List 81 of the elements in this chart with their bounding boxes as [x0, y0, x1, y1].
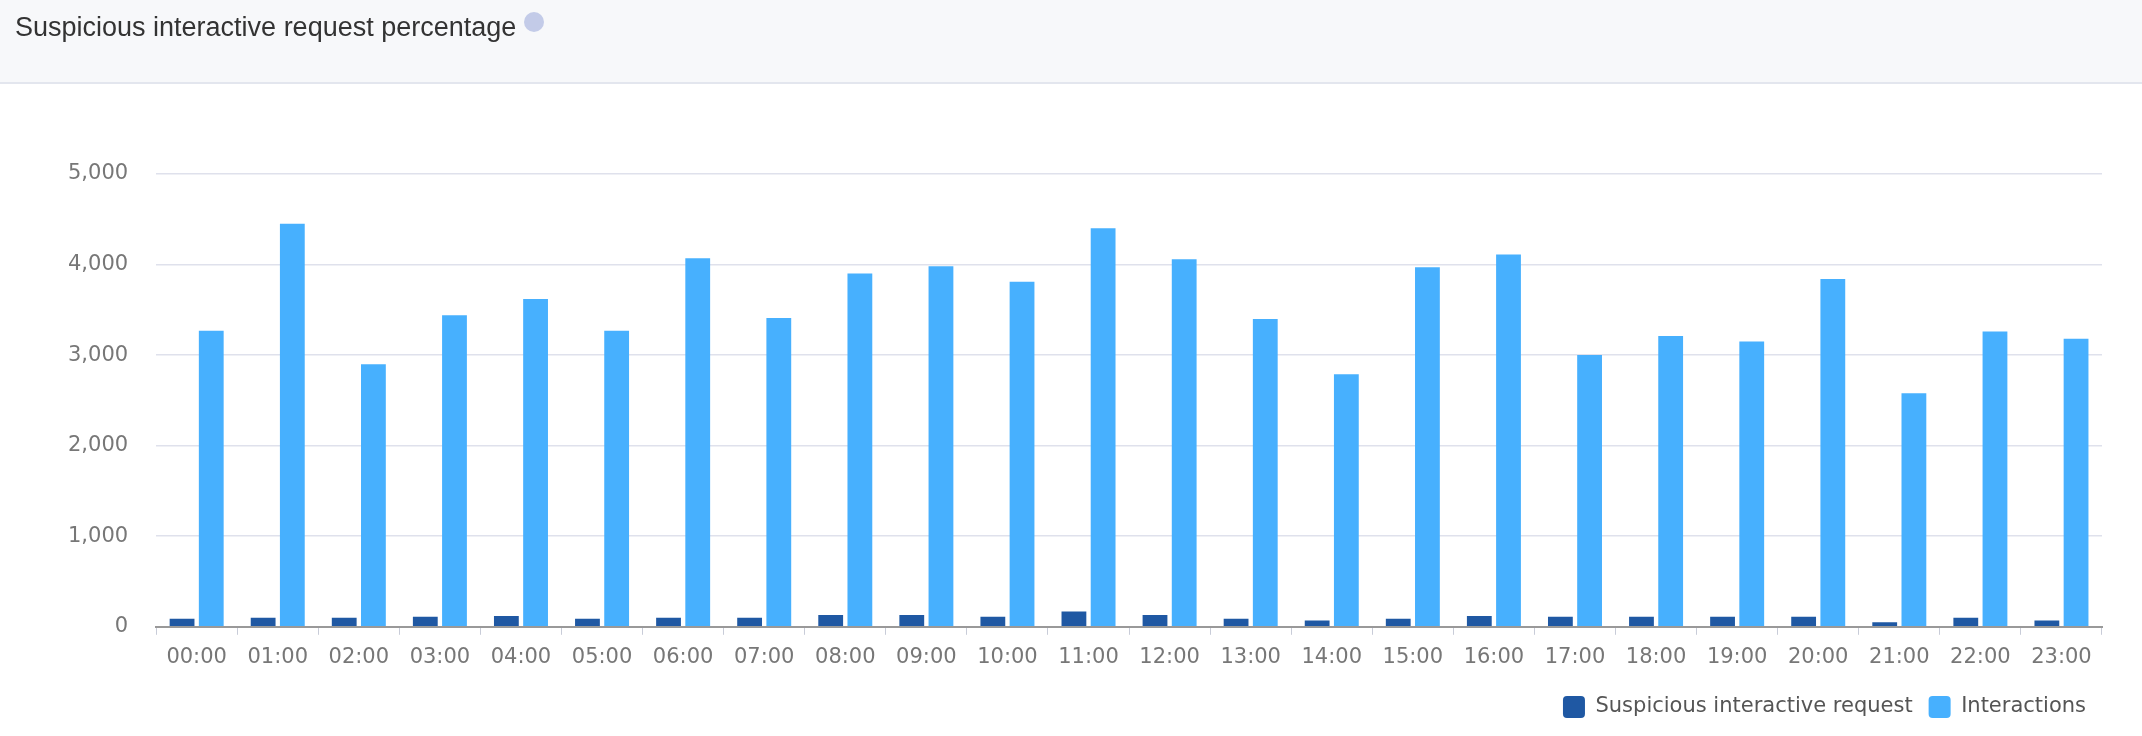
bar: [980, 616, 1006, 627]
bar: [847, 273, 873, 627]
bar: [685, 258, 711, 627]
bar: [899, 615, 925, 627]
bar: [198, 330, 224, 627]
bar: [279, 223, 305, 627]
x-tick-label: 06:00: [652, 643, 714, 668]
x-tick-label: 23:00: [2031, 643, 2092, 668]
bar: [1061, 611, 1087, 627]
x-tick-label: 01:00: [247, 643, 308, 668]
x-tick-label: 14:00: [1301, 643, 1363, 668]
bar: [1739, 341, 1765, 627]
x-tick-label: 17:00: [1544, 643, 1606, 668]
bar: [1333, 374, 1359, 627]
chart-title: Suspicious interactive request percentage: [15, 12, 517, 42]
bar: [1304, 620, 1330, 627]
bar: [1009, 281, 1035, 627]
y-tick-label: 2,000: [67, 432, 129, 457]
bar: [1710, 616, 1735, 627]
y-tick-label: 3,000: [67, 341, 129, 366]
x-tick-label: 20:00: [1787, 643, 1849, 668]
bar: [2034, 620, 2060, 627]
bar: [575, 618, 600, 627]
bar: [1901, 393, 1927, 627]
bar: [169, 618, 195, 627]
bar: [1223, 618, 1249, 627]
bar: [1142, 615, 1168, 627]
bar: [1466, 615, 1492, 627]
x-tick-label: 18:00: [1625, 643, 1687, 668]
bar: [493, 615, 519, 627]
bar: [1629, 616, 1654, 627]
y-tick-label: 4,000: [67, 251, 129, 276]
bar: [604, 330, 630, 627]
x-tick-label: 05:00: [571, 643, 633, 668]
bar: [1982, 331, 2008, 627]
bar: [1385, 618, 1411, 627]
x-tick-label: 07:00: [733, 643, 795, 668]
bar: [1953, 617, 1979, 627]
bar: [2063, 338, 2089, 627]
x-tick-label: 09:00: [896, 643, 957, 668]
bar: [1791, 616, 1817, 627]
x-tick-label: 12:00: [1139, 643, 1200, 668]
x-tick-label: 11:00: [1058, 643, 1119, 668]
x-tick-label: 19:00: [1706, 643, 1768, 668]
x-tick-label: 10:00: [977, 643, 1038, 668]
legend-label: Suspicious interactive request: [1595, 693, 1913, 718]
x-tick-label: 02:00: [328, 643, 390, 668]
bar: [1496, 254, 1521, 627]
x-tick-label: 22:00: [1950, 643, 2011, 668]
bar: [1820, 279, 1846, 627]
bar: [818, 615, 844, 627]
bar: [250, 617, 276, 627]
bar: [1415, 267, 1440, 627]
y-tick-label: 5,000: [67, 160, 129, 185]
y-tick-label: 0: [114, 613, 129, 638]
bar: [1547, 616, 1573, 627]
bar: [1577, 355, 1602, 627]
x-tick-label: 15:00: [1382, 643, 1444, 668]
bar: [928, 266, 954, 627]
x-tick-label: 08:00: [815, 643, 876, 668]
x-tick-label: 21:00: [1869, 643, 1930, 668]
x-tick-label: 16:00: [1463, 643, 1525, 668]
bar: [1872, 622, 1898, 627]
x-tick-label: 13:00: [1220, 643, 1281, 668]
bar: [656, 617, 681, 627]
bar: [442, 315, 467, 627]
bar: [1090, 228, 1116, 627]
x-tick-label: 03:00: [409, 643, 471, 668]
bar: [737, 617, 763, 627]
bar: [331, 617, 357, 627]
bar: [1171, 259, 1197, 627]
x-tick-label: 04:00: [490, 643, 552, 668]
y-tick-label: 1,000: [67, 522, 129, 547]
bar: [361, 364, 386, 627]
bar: [412, 616, 438, 627]
bar: [1252, 318, 1278, 627]
bar: [1658, 336, 1684, 627]
bar: [523, 298, 548, 627]
legend-label: Interactions: [1961, 693, 2086, 718]
bar: [766, 317, 792, 627]
x-tick-label: 00:00: [166, 643, 227, 668]
